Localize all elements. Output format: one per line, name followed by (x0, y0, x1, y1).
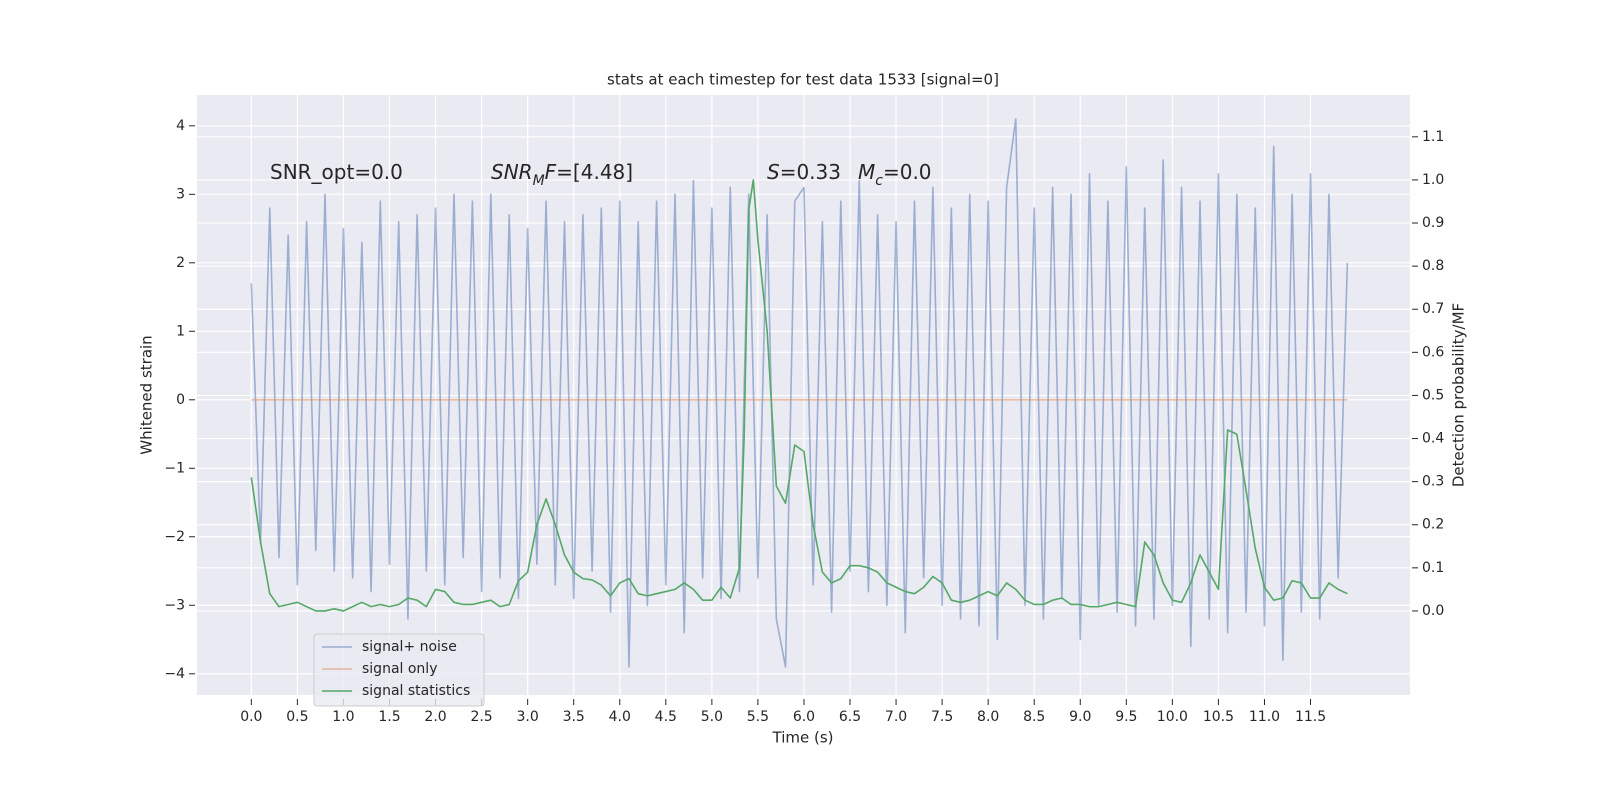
annotation-part: S (767, 160, 780, 184)
x-tick-label: 5.0 (701, 709, 723, 725)
annotation-part: =0.33 (780, 160, 841, 184)
x-tick-label: 3.5 (563, 709, 585, 725)
y-tick-label: 2 (176, 255, 185, 271)
annotation: Mc=0.0 (858, 160, 932, 190)
legend-label: signal+ noise (362, 639, 457, 655)
y2-tick-label: 0.8 (1422, 258, 1444, 274)
y-tick-label: 3 (176, 186, 185, 202)
chart-title: stats at each timestep for test data 153… (607, 71, 999, 89)
annotation: SNR_opt=0.0 (270, 160, 403, 184)
y-tick-label: 0 (176, 392, 185, 408)
x-tick-label: 0.0 (240, 709, 262, 725)
legend-label: signal statistics (362, 683, 470, 699)
annotation-part: M (858, 160, 875, 184)
y2-tick-label: 0.0 (1422, 603, 1444, 619)
y-tick-label: −1 (164, 460, 185, 476)
y2-tick-label: 1.1 (1422, 129, 1444, 145)
x-tick-label: 10.0 (1157, 709, 1188, 725)
y2-tick-label: 0.3 (1422, 474, 1444, 490)
y-tick-label: −3 (164, 597, 185, 613)
annotation: S=0.33 (767, 160, 841, 184)
legend-box (313, 633, 485, 707)
x-tick-label: 9.5 (1115, 709, 1137, 725)
x-axis-label: Time (s) (772, 729, 834, 747)
x-tick-label: 2.0 (424, 709, 446, 725)
x-tick-label: 6.0 (793, 709, 815, 725)
x-tick-label: 4.5 (655, 709, 677, 725)
annotation: SNRMF=[4.48] (491, 160, 633, 190)
x-tick-label: 2.5 (470, 709, 492, 725)
x-tick-label: 9.0 (1069, 709, 1091, 725)
y-tick-label: −2 (164, 529, 185, 545)
series-line (250, 118, 1349, 668)
y2-tick-label: 0.4 (1422, 431, 1444, 447)
x-tick-label: 8.5 (1023, 709, 1045, 725)
y2-axis-label: Detection probability/MF (1450, 303, 1468, 487)
x-tick-label: 11.0 (1249, 709, 1280, 725)
annotation-part: SNR_opt=0.0 (270, 160, 403, 184)
y-tick-label: 1 (176, 323, 185, 339)
x-tick-label: 8.0 (977, 709, 999, 725)
x-tick-label: 10.5 (1203, 709, 1234, 725)
y2-tick-label: 0.7 (1422, 301, 1444, 317)
x-tick-label: 1.5 (378, 709, 400, 725)
x-tick-label: 4.0 (609, 709, 631, 725)
y2-tick-label: 0.1 (1422, 560, 1444, 576)
x-tick-label: 11.5 (1295, 709, 1326, 725)
y2-tick-label: 1.0 (1422, 172, 1444, 188)
x-tick-label: 0.5 (286, 709, 308, 725)
legend-label: signal only (362, 661, 437, 677)
y2-tick-label: 0.5 (1422, 387, 1444, 403)
annotation-part: =0.0 (883, 160, 932, 184)
annotation-part: c (875, 173, 883, 189)
y-axis-label: Whitened strain (138, 335, 156, 454)
annotation-part: F (545, 160, 557, 184)
y-tick-label: −4 (164, 666, 185, 682)
annotation-part: M (533, 173, 545, 189)
x-tick-label: 7.5 (931, 709, 953, 725)
x-tick-label: 7.0 (885, 709, 907, 725)
x-tick-label: 5.5 (747, 709, 769, 725)
annotation-part: SNR (491, 160, 533, 184)
x-tick-label: 1.0 (332, 709, 354, 725)
y2-tick-label: 0.2 (1422, 517, 1444, 533)
annotation-part: =[4.48] (556, 160, 633, 184)
x-tick-label: 6.5 (839, 709, 861, 725)
y-tick-label: 4 (176, 118, 185, 134)
y2-tick-label: 0.6 (1422, 344, 1444, 360)
x-tick-label: 3.0 (517, 709, 539, 725)
series-line (250, 179, 1348, 612)
y2-tick-label: 0.9 (1422, 215, 1444, 231)
